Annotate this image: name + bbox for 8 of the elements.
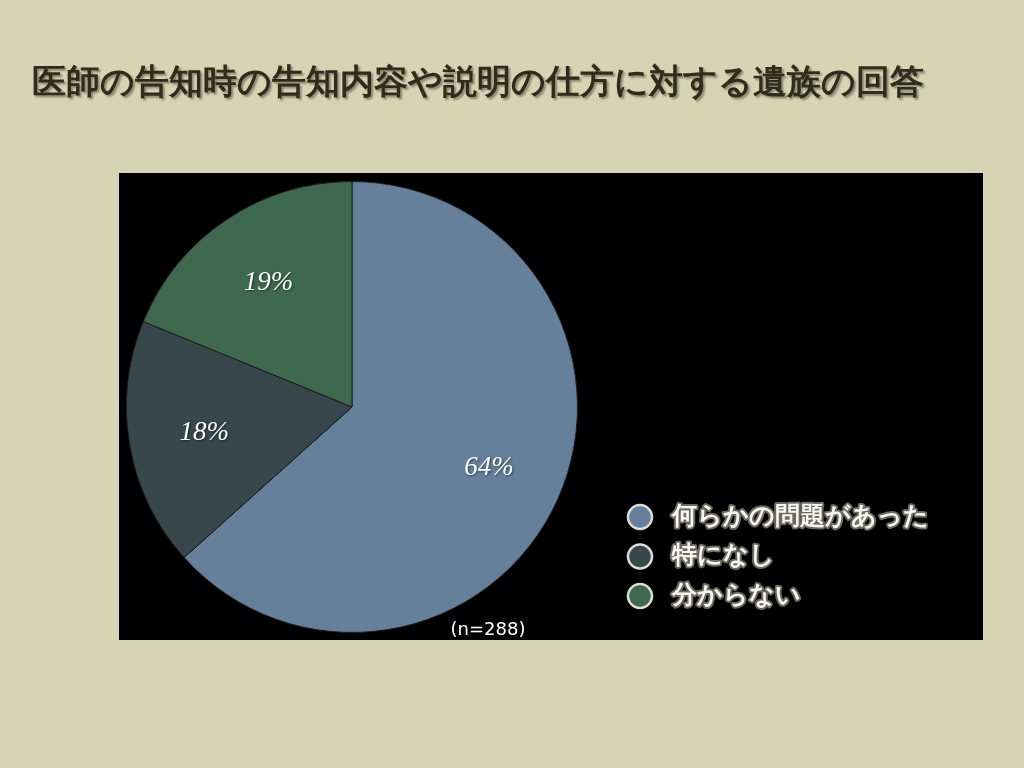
data-label: 18% (179, 415, 229, 446)
legend-label: 何らかの問題があった (670, 500, 929, 530)
data-label: 19% (243, 265, 294, 296)
chart-title: 医師の告知時の告知内容や説明の仕方に対する遺族の回答 (32, 60, 925, 103)
data-label: 64% (464, 451, 514, 482)
legend-label: 特になし (670, 540, 775, 569)
text: (n=288) (450, 617, 526, 639)
legend-label: 分からない (670, 579, 801, 609)
